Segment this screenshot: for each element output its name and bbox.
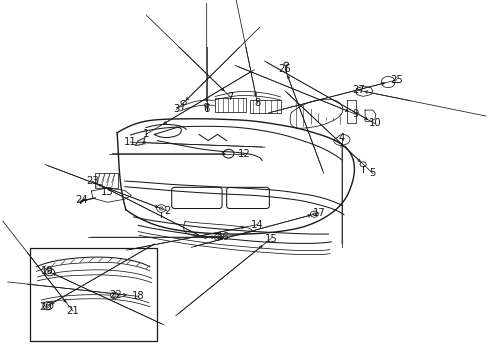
Text: 8: 8: [254, 98, 260, 108]
Text: 25: 25: [389, 75, 402, 85]
Text: 9: 9: [351, 109, 358, 119]
Text: 21: 21: [66, 306, 79, 316]
Text: 11: 11: [124, 137, 137, 147]
Text: 19: 19: [41, 266, 53, 276]
Text: 16: 16: [216, 232, 229, 242]
Text: 13: 13: [101, 187, 114, 197]
Bar: [30, 248, 157, 342]
Text: 5: 5: [369, 168, 375, 178]
Text: 2: 2: [163, 206, 170, 216]
Circle shape: [43, 302, 53, 310]
Polygon shape: [135, 138, 145, 145]
Text: 24: 24: [75, 195, 87, 205]
Text: 3: 3: [173, 104, 180, 114]
Text: 26: 26: [278, 64, 291, 74]
Bar: [215, 98, 245, 112]
Text: 4: 4: [338, 132, 345, 143]
Circle shape: [45, 268, 54, 276]
Text: 1: 1: [142, 129, 149, 139]
Text: 18: 18: [132, 291, 144, 301]
Text: 6: 6: [203, 104, 209, 114]
Text: 22: 22: [108, 290, 122, 300]
Text: 17: 17: [312, 208, 325, 218]
Text: 27: 27: [351, 85, 364, 95]
Text: 7: 7: [227, 92, 233, 102]
Text: 15: 15: [264, 234, 277, 244]
Bar: [249, 99, 280, 113]
Text: 10: 10: [367, 118, 380, 129]
Circle shape: [110, 292, 118, 298]
Text: 12: 12: [237, 149, 250, 159]
Text: 20: 20: [39, 302, 51, 312]
Text: 23: 23: [85, 176, 98, 186]
Bar: [95, 173, 118, 188]
Text: 14: 14: [251, 220, 263, 230]
